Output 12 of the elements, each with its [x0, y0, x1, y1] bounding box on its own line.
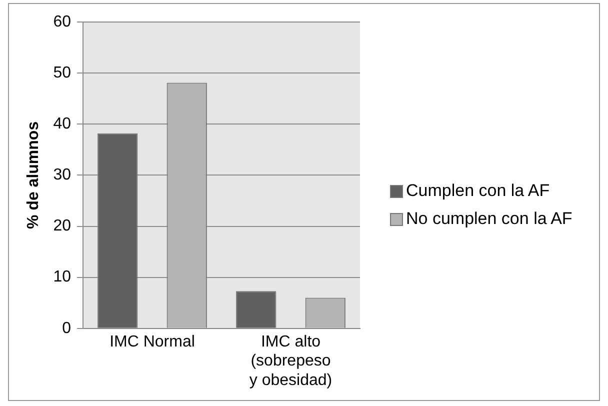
y-tick-label: 40 — [53, 116, 72, 133]
y-tick-label: 20 — [53, 218, 72, 235]
x-tick-label: IMC Normal — [110, 333, 195, 350]
x-tick-label: IMC alto (sobrepeso y obesidad) — [249, 333, 332, 389]
legend-label: Cumplen con la AF — [406, 180, 550, 202]
legend-label: No cumplen con la AF — [406, 208, 572, 230]
y-tick-label: 60 — [53, 13, 72, 30]
y-tick-label: 50 — [53, 64, 72, 82]
y-tick-label: 10 — [53, 268, 72, 286]
y-tick-label: 0 — [62, 320, 72, 337]
y-axis-title: % de alumnos — [25, 121, 42, 229]
y-tick-label: 30 — [53, 166, 72, 184]
